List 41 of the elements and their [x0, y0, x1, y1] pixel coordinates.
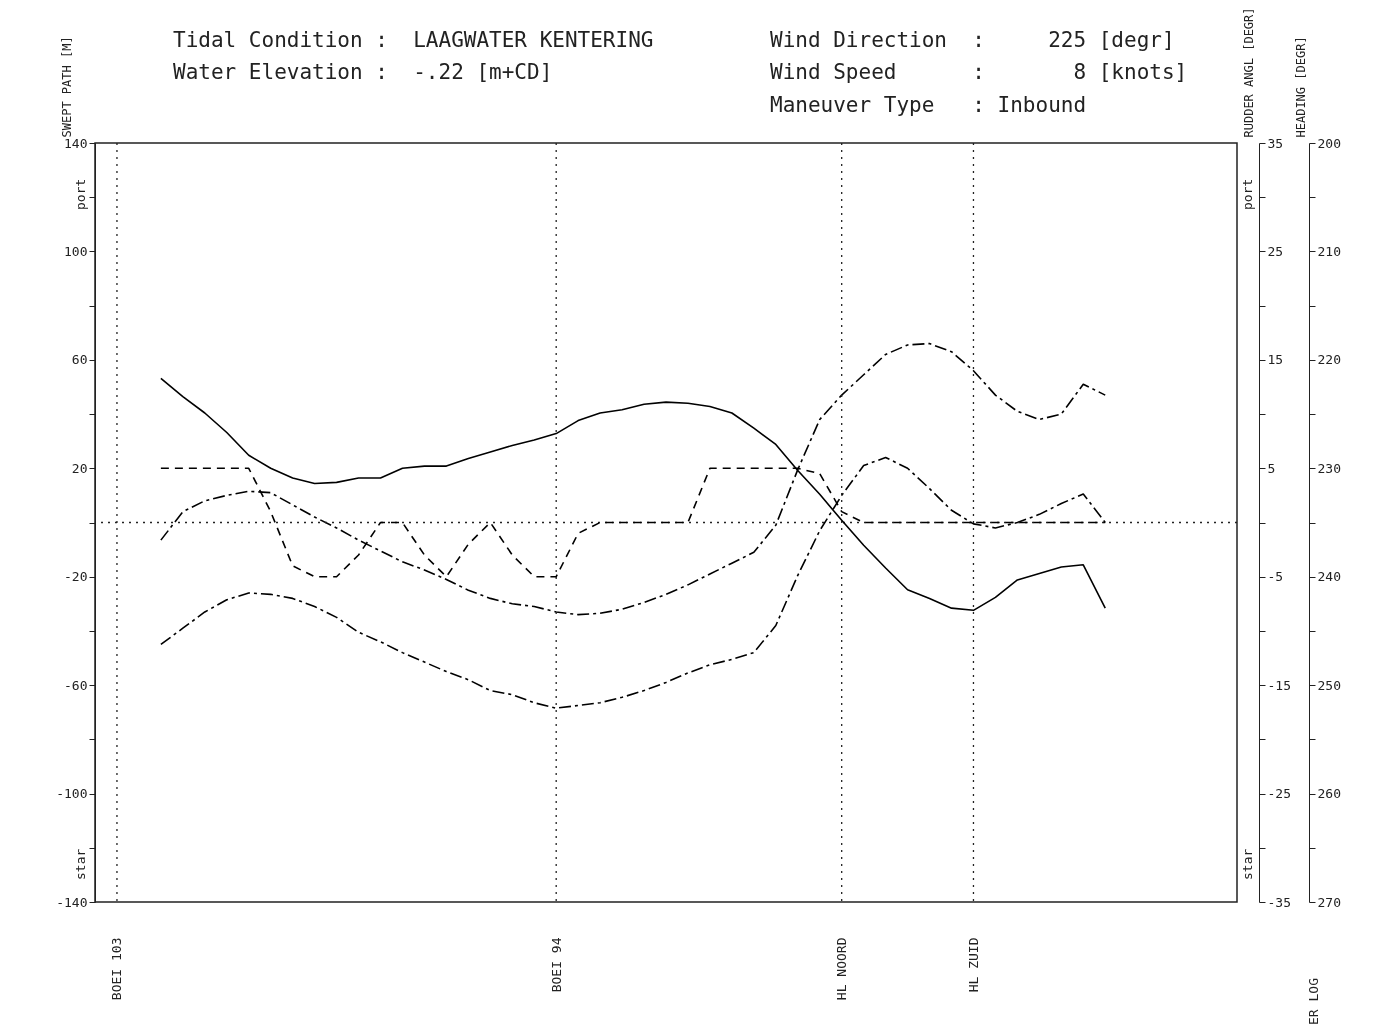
- y-tick-label: 20: [71, 460, 88, 476]
- y2-tick-label: -25: [1267, 786, 1291, 802]
- y2-tick-label: -15: [1267, 677, 1291, 693]
- y-tick-label: 140: [64, 135, 88, 151]
- y-tick-label: -100: [56, 786, 88, 802]
- x-tick-label: BOEI 103: [109, 937, 125, 1001]
- y-tick-label: 100: [64, 243, 88, 259]
- y2-tick-label: -5: [1267, 569, 1284, 585]
- x-tick-label: BOEI 94: [548, 937, 564, 993]
- text: Maneuver Type : Inbound: [770, 93, 1087, 117]
- y3-tick-label: 210: [1317, 243, 1341, 259]
- y2-tick-label: -35: [1267, 894, 1291, 910]
- text: ER LOG: [1306, 978, 1321, 1025]
- text: port: [1240, 178, 1255, 210]
- y3-tick-label: 220: [1317, 352, 1341, 368]
- y2-tick-label: 25: [1267, 243, 1284, 259]
- y3-tick-label: 240: [1317, 569, 1341, 585]
- y-tick-label: 60: [71, 352, 88, 368]
- y3-tick-label: 230: [1317, 460, 1341, 476]
- y3-axis-title: HEADING [DEGR]: [1293, 36, 1308, 138]
- y2-axis-title: RUDDER ANGL [DEGR]: [1241, 7, 1256, 138]
- y3-tick-label: 200: [1317, 135, 1341, 151]
- x-tick-label: HL NOORD: [834, 937, 850, 1001]
- text: port: [73, 178, 88, 210]
- y-tick-label: -60: [64, 677, 88, 693]
- y2-tick-label: 35: [1267, 135, 1284, 151]
- y2-tick-label: 15: [1267, 352, 1284, 368]
- y-tick-label: -20: [64, 569, 88, 585]
- text: Water Elevation : -.22 [m+CD]: [173, 60, 553, 84]
- text: star: [1240, 848, 1255, 880]
- y3-tick-label: 270: [1317, 894, 1341, 910]
- y2-tick-label: 5: [1267, 460, 1276, 476]
- y-tick-label: -140: [56, 894, 88, 910]
- x-tick-label: HL ZUID: [965, 937, 981, 993]
- text: Wind Speed : 8 [knots]: [770, 60, 1188, 84]
- y3-tick-label: 260: [1317, 786, 1341, 802]
- y-axis-title: SWEPT PATH [M]: [59, 36, 74, 138]
- y3-tick-label: 250: [1317, 677, 1341, 693]
- text: Wind Direction : 225 [degr]: [770, 28, 1175, 52]
- text: Tidal Condition : LAAGWATER KENTERING: [173, 28, 654, 52]
- text: star: [73, 848, 88, 880]
